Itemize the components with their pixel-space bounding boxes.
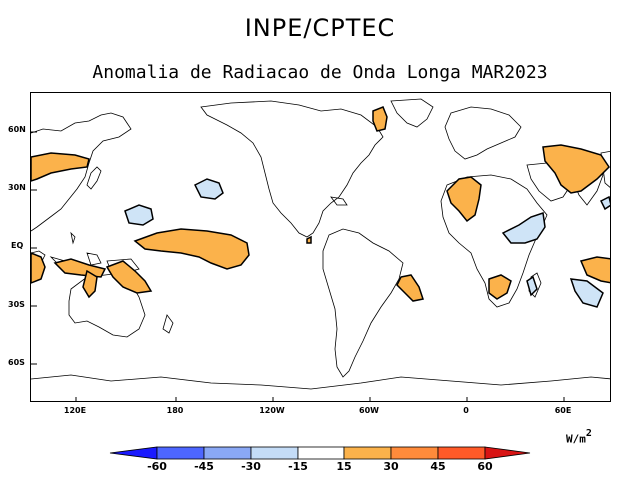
anomaly-southern-africa (488, 274, 512, 300)
anomaly-asia-north (31, 152, 90, 182)
lon-label-120e: 120E (63, 406, 87, 415)
lon-label-180: 180 (166, 406, 184, 415)
colorbar (109, 446, 531, 460)
anomaly-east-africa-small (599, 195, 610, 211)
anomaly-south-atlantic (396, 274, 424, 302)
colorbar-tick-label: 15 (336, 460, 352, 473)
anomaly-india (542, 144, 610, 194)
lon-label-60e: 60E (554, 406, 572, 415)
page-title: INPE/CPTEC (244, 14, 396, 42)
colorbar-tick-label: 30 (383, 460, 399, 473)
anomaly-indonesia-west (31, 252, 46, 284)
colorbar-segment-1 (156, 446, 205, 460)
anomaly-north-pacific-small (193, 178, 224, 200)
colorbar-segment-7 (437, 446, 486, 460)
anomaly-pacific-small (306, 235, 312, 244)
colorbar-segment-3 (250, 446, 299, 460)
units-base: W/m (566, 432, 586, 446)
lon-label-60w: 60W (359, 406, 379, 415)
anomaly-indian-ocean (579, 256, 610, 284)
colorbar-segment-8 (484, 446, 531, 460)
lat-label-eq: EQ (11, 241, 24, 250)
anomaly-west-pacific (124, 204, 154, 226)
colorbar-segment-5 (343, 446, 392, 460)
map-canvas (31, 98, 610, 401)
colorbar-segment-0 (109, 446, 158, 460)
map-panel (30, 92, 611, 402)
anomaly-australia-north (82, 269, 98, 299)
lat-label-30s: 30S (8, 300, 25, 309)
colorbar-tick-label: -60 (147, 460, 167, 473)
anomaly-greenland (372, 106, 388, 132)
colorbar-segment-6 (390, 446, 439, 460)
anomaly-east-africa (501, 212, 546, 244)
units-exponent: 2 (585, 428, 592, 439)
units-label: W/m2 (566, 428, 592, 446)
anomaly-west-africa (446, 176, 482, 223)
colorbar-tick-label: 45 (430, 460, 446, 473)
colorbar-tick-label: -30 (241, 460, 261, 473)
anomaly-madagascar-area (526, 275, 538, 297)
colorbar-segment-2 (203, 446, 252, 460)
anomaly-indonesia-east (53, 258, 107, 278)
colorbar-segment-4 (297, 446, 345, 460)
lon-label-0: 0 (463, 406, 469, 415)
positive-anomalies (31, 106, 610, 302)
lon-label-120w: 120W (259, 406, 285, 415)
lat-label-30n: 30N (8, 183, 26, 192)
colorbar-tick-label: -45 (194, 460, 214, 473)
lat-label-60n: 60N (8, 125, 26, 134)
coastlines (31, 98, 610, 390)
map-subtitle: Anomalia de Radiacao de Onda Longa MAR20… (92, 62, 548, 83)
anomaly-south-pacific (133, 228, 250, 270)
lat-label-60s: 60S (8, 358, 25, 367)
frame-ticks (31, 131, 565, 401)
negative-anomalies (124, 178, 610, 308)
colorbar-tick-label: 60 (477, 460, 493, 473)
colorbar-tick-label: -15 (288, 460, 308, 473)
anomaly-coral-sea (105, 260, 153, 294)
anomaly-south-indian (569, 278, 604, 308)
